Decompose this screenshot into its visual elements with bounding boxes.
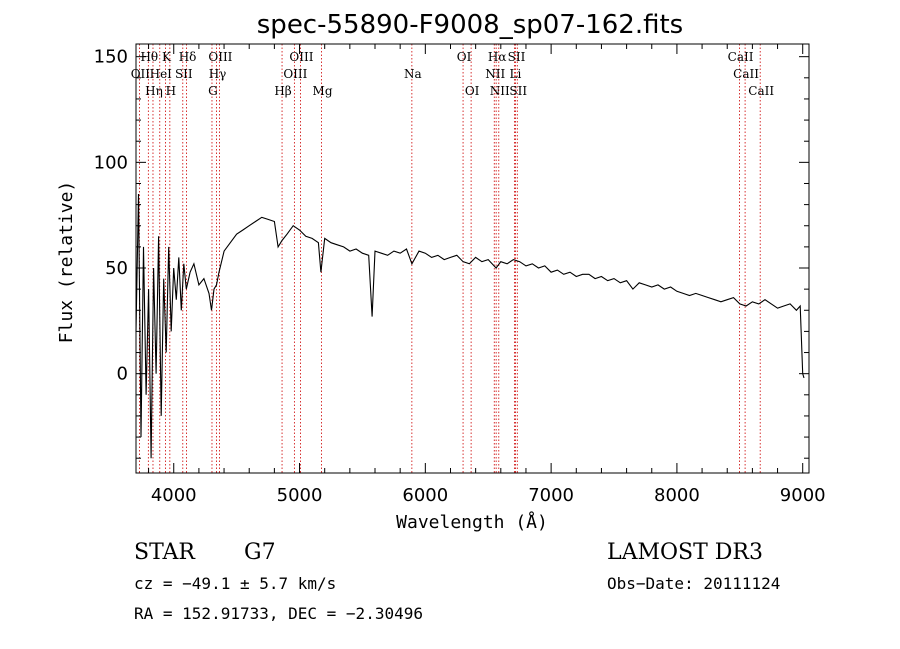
plot-frame [135, 43, 810, 474]
line-label-22: Li [509, 67, 521, 81]
line-label-21: SII [508, 50, 526, 64]
object-subclass: G7 [244, 540, 276, 565]
line-label-23: SII [509, 84, 527, 98]
line-label-2: Hη [145, 84, 163, 98]
y-tick-label-3: 150 [94, 47, 128, 68]
line-label-8: OIII [208, 50, 232, 64]
line-label-20: NII [490, 84, 510, 98]
line-label-12: OIII [289, 50, 313, 64]
object-class: STAR [134, 540, 196, 565]
line-label-26: CaII [748, 84, 774, 98]
line-label-11: Hβ [274, 84, 291, 98]
y-tick-label-1: 50 [105, 258, 128, 279]
coordinates-readout: RA = 152.91733, DEC = −2.30496 [134, 604, 423, 623]
velocity-readout: cz = −49.1 ± 5.7 km/s [134, 574, 336, 593]
line-label-0: OII [131, 67, 151, 81]
x-tick-label-0: 4000 [151, 485, 197, 506]
line-label-5: SII [175, 67, 193, 81]
line-label-16: OI [457, 50, 472, 64]
spectrum-line [135, 193, 805, 459]
x-tick-label-3: 7000 [528, 485, 574, 506]
x-tick-label-4: 8000 [654, 485, 700, 506]
y-axis-label: Flux (relative) [56, 181, 77, 344]
spectral-line-markers [138, 44, 761, 473]
line-label-6: H [166, 84, 176, 98]
x-axis-ticks: 4000 5000 6000 7000 8000 9000 [148, 44, 826, 506]
line-label-3: HeI [150, 67, 173, 81]
line-label-17: OI [465, 84, 480, 98]
observation-date: Obs−Date: 20111124 [607, 574, 780, 593]
y-tick-label-0: 0 [117, 364, 128, 385]
line-label-9: Hγ [209, 67, 227, 81]
line-label-7: Hδ [179, 50, 197, 64]
y-tick-label-2: 100 [94, 152, 128, 173]
line-label-1: Hθ [140, 50, 158, 64]
y-axis-ticks: 0 50 100 150 [94, 47, 809, 459]
x-tick-label-1: 5000 [277, 485, 323, 506]
x-tick-label-2: 6000 [402, 485, 448, 506]
line-label-19: NII [485, 67, 505, 81]
line-label-25: CaII [733, 67, 759, 81]
line-label-13: OIII [283, 67, 307, 81]
survey-name: LAMOST DR3 [607, 540, 763, 565]
line-label-10: G [208, 84, 218, 98]
x-axis-label: Wavelength (Å) [396, 511, 548, 533]
chart-title: spec-55890-F9008_sp07-162.fits [257, 10, 683, 40]
x-tick-label-5: 9000 [780, 485, 826, 506]
line-label-15: Na [404, 67, 422, 81]
line-label-18: Hα [488, 50, 507, 64]
line-label-14: Mg [313, 84, 333, 98]
line-label-4: K [162, 50, 172, 64]
line-label-24: CaII [728, 50, 754, 64]
